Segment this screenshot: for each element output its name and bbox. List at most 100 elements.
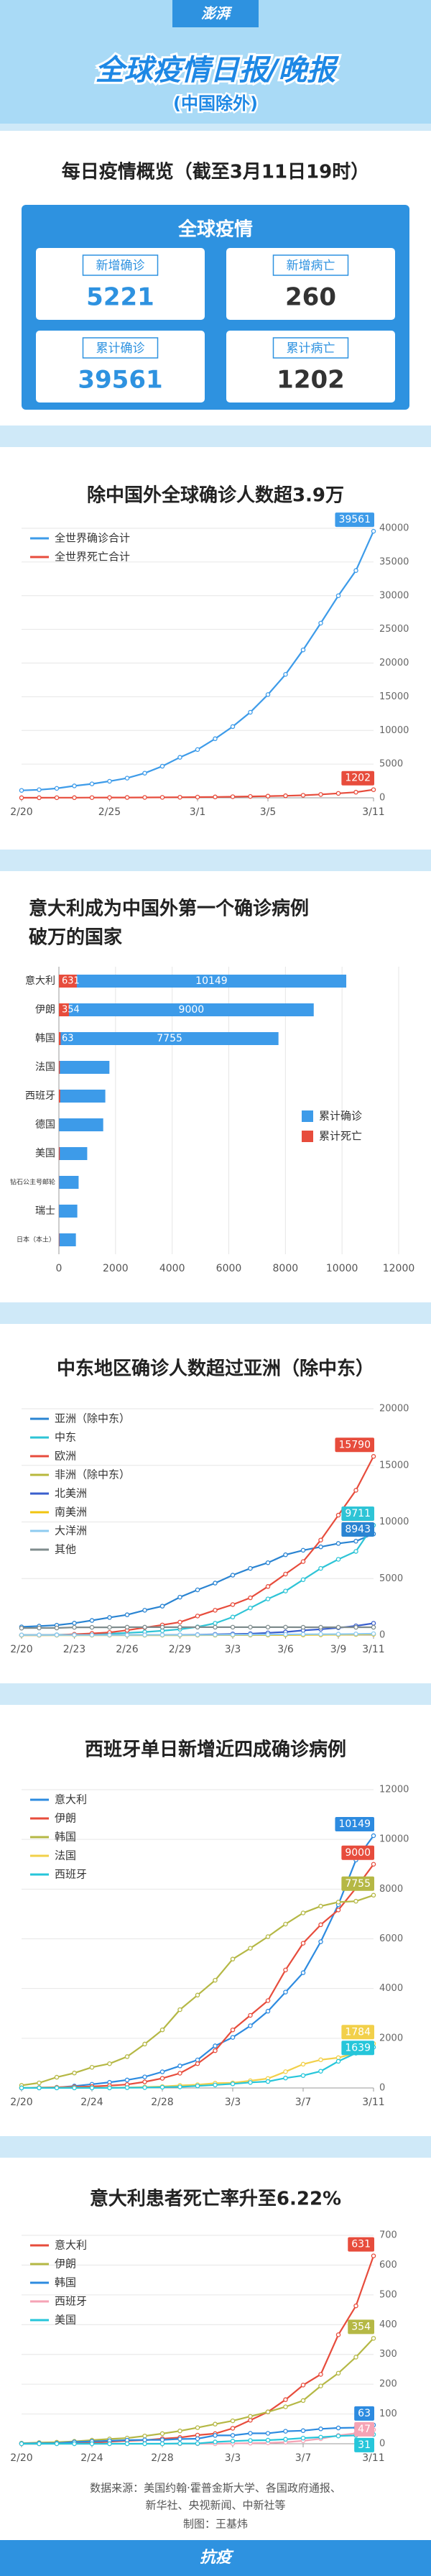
point bbox=[318, 2057, 323, 2063]
point bbox=[335, 1512, 341, 1518]
point bbox=[371, 1631, 376, 1637]
value-label-box bbox=[335, 1438, 374, 1453]
x-tick-label: 8000 bbox=[273, 1263, 299, 1274]
point bbox=[248, 2438, 253, 2443]
legend-label: 亚洲（除中东） bbox=[55, 1412, 130, 1425]
point bbox=[177, 794, 182, 800]
value-label: 354 bbox=[351, 2321, 371, 2332]
card-tag bbox=[82, 337, 159, 359]
point bbox=[159, 2069, 165, 2074]
card-value: 39561 bbox=[78, 366, 162, 395]
bar bbox=[59, 1233, 60, 1246]
point bbox=[230, 2418, 236, 2424]
section bbox=[0, 2158, 431, 2540]
legend-label: 西班牙 bbox=[55, 1868, 87, 1881]
point bbox=[37, 2085, 42, 2091]
point bbox=[213, 2421, 218, 2426]
x-tick-label: 2/24 bbox=[80, 2452, 103, 2464]
point bbox=[213, 736, 218, 742]
point bbox=[177, 2007, 182, 2012]
point bbox=[54, 2074, 60, 2080]
value-label: 631 bbox=[351, 2239, 371, 2250]
bar bbox=[59, 1090, 106, 1103]
y-tick-label: 0 bbox=[379, 793, 385, 804]
bar bbox=[59, 1205, 78, 1218]
point bbox=[265, 2079, 271, 2084]
point bbox=[318, 2434, 323, 2440]
value-label: 31 bbox=[358, 2439, 371, 2451]
point bbox=[37, 2080, 42, 2086]
point bbox=[335, 1908, 341, 1913]
point bbox=[335, 2425, 341, 2431]
bar bbox=[59, 1061, 110, 1074]
point bbox=[335, 1624, 341, 1630]
point bbox=[300, 2435, 306, 2441]
point bbox=[265, 2409, 271, 2414]
point bbox=[265, 1624, 271, 1630]
chart-title: 中东地区确诊人数超过亚洲（除中东） bbox=[57, 1358, 374, 1380]
point bbox=[371, 787, 376, 792]
source-line: 新华社、央视新闻、中新社等 bbox=[145, 2499, 285, 2512]
legend-label: 其他 bbox=[55, 1543, 76, 1556]
point bbox=[89, 1624, 95, 1630]
legend-label: 伊朗 bbox=[55, 2258, 76, 2271]
card-label: 累计确诊 bbox=[96, 341, 145, 356]
point bbox=[230, 1614, 236, 1620]
legend-label: 伊朗 bbox=[55, 1812, 76, 1825]
point bbox=[230, 1956, 236, 1961]
value-label-box bbox=[341, 1845, 374, 1860]
point bbox=[300, 1970, 306, 1975]
point bbox=[213, 2082, 218, 2088]
point bbox=[177, 1632, 182, 1637]
y-tick-label: 12000 bbox=[379, 1785, 409, 1795]
legend-label: 中东 bbox=[55, 1431, 76, 1444]
y-tick-label: 600 bbox=[379, 2260, 397, 2271]
chart-title: 意大利成为中国外第一个确诊病例 bbox=[29, 898, 309, 920]
x-tick-label: 2/28 bbox=[151, 2452, 173, 2464]
point bbox=[213, 1632, 218, 1637]
y-tick-label: 20000 bbox=[379, 1404, 409, 1414]
legend-label: 累计确诊 bbox=[319, 1110, 362, 1123]
header-subtitle: (中国除外) bbox=[173, 93, 258, 114]
chart-title: 破万的国家 bbox=[29, 926, 122, 949]
point bbox=[335, 2332, 341, 2337]
bar bbox=[59, 1118, 103, 1131]
point bbox=[318, 1565, 323, 1571]
point bbox=[19, 1632, 24, 1638]
y-tick-label: 100 bbox=[379, 2409, 397, 2419]
x-tick-label: 3/11 bbox=[362, 2097, 384, 2108]
card-value: 5221 bbox=[86, 283, 154, 312]
value-label-box bbox=[354, 2406, 374, 2421]
point bbox=[248, 709, 253, 715]
y-tick-label: 2000 bbox=[379, 2033, 403, 2043]
point bbox=[177, 1624, 182, 1630]
point bbox=[124, 776, 130, 781]
point bbox=[195, 1587, 200, 1593]
point bbox=[124, 795, 130, 800]
point bbox=[265, 2437, 271, 2443]
bar bbox=[59, 1176, 79, 1189]
card-label: 累计病亡 bbox=[287, 341, 335, 356]
point bbox=[371, 528, 376, 534]
legend-label: 欧洲 bbox=[55, 1450, 76, 1463]
overview-cards: 新增确诊 5221 新增病亡 260 累计确诊 39561 累计病亡 1202 bbox=[36, 248, 395, 402]
y-tick-label: 15000 bbox=[379, 1460, 409, 1471]
x-tick-label: 3/11 bbox=[362, 806, 384, 818]
y-tick-label: 0 bbox=[379, 2439, 385, 2450]
y-tick-label: 意大利 bbox=[25, 975, 55, 987]
x-tick-label: 3/9 bbox=[330, 1644, 347, 1655]
point bbox=[177, 2071, 182, 2076]
y-tick-label: 5000 bbox=[379, 1573, 403, 1584]
point bbox=[300, 2061, 306, 2067]
point bbox=[318, 1537, 323, 1542]
point bbox=[283, 2075, 288, 2081]
x-tick-label: 3/11 bbox=[362, 2452, 384, 2464]
point bbox=[177, 755, 182, 760]
point bbox=[54, 2085, 60, 2091]
value-label: 10149 bbox=[338, 1818, 371, 1830]
point bbox=[72, 795, 77, 801]
point bbox=[195, 1614, 200, 1619]
value-label-box bbox=[341, 2041, 374, 2056]
point bbox=[159, 2076, 165, 2081]
point bbox=[72, 1632, 77, 1638]
